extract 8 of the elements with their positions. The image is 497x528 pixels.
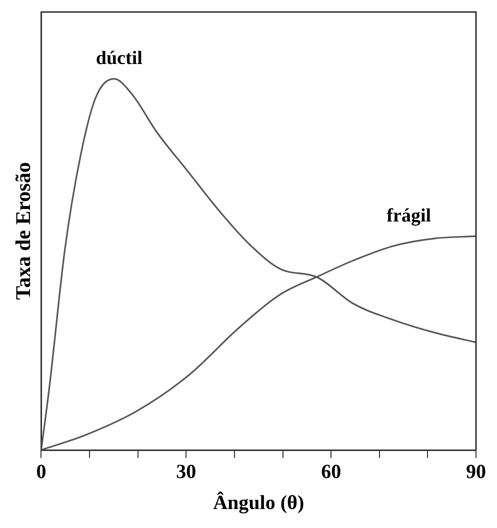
x-tick-label: 60 xyxy=(321,461,342,484)
series-label: dúctil xyxy=(96,48,142,70)
x-axis-title: Ângulo (θ) xyxy=(213,491,304,514)
series-label: frágil xyxy=(386,206,432,227)
x-tick-label: 0 xyxy=(36,461,46,484)
x-tick-label: 30 xyxy=(176,461,196,484)
x-tick-label: 90 xyxy=(466,461,486,484)
y-axis-title: Taxa de Erosão xyxy=(11,162,36,300)
